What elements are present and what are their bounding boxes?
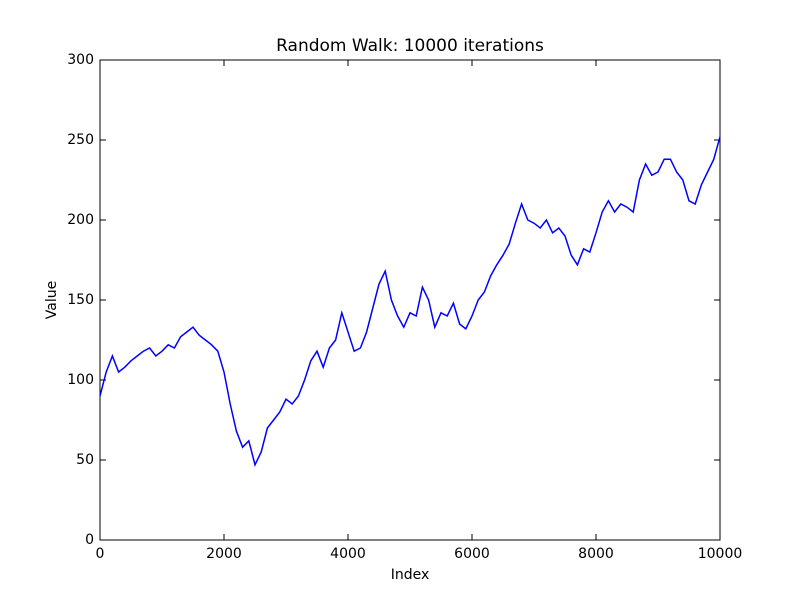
y-axis-label: Value (44, 281, 60, 319)
y-tick-label: 300 (67, 52, 94, 68)
y-tick-label: 250 (67, 132, 94, 148)
x-tick-label: 0 (96, 546, 105, 562)
y-tick-label: 150 (67, 292, 94, 308)
x-axis-label: Index (391, 567, 430, 583)
y-tick-label: 50 (76, 452, 94, 468)
x-tick-label: 4000 (330, 546, 366, 562)
y-tick-label: 0 (85, 532, 94, 548)
x-tick-label: 10000 (698, 546, 743, 562)
x-tick-label: 8000 (578, 546, 614, 562)
x-tick-label: 2000 (206, 546, 242, 562)
x-tick-label: 6000 (454, 546, 490, 562)
y-tick-label: 100 (67, 372, 94, 388)
data-line (99, 136, 721, 467)
plot-frame (99, 59, 721, 541)
chart-title: Random Walk: 10000 iterations (276, 36, 544, 56)
y-tick-label: 200 (67, 212, 94, 228)
